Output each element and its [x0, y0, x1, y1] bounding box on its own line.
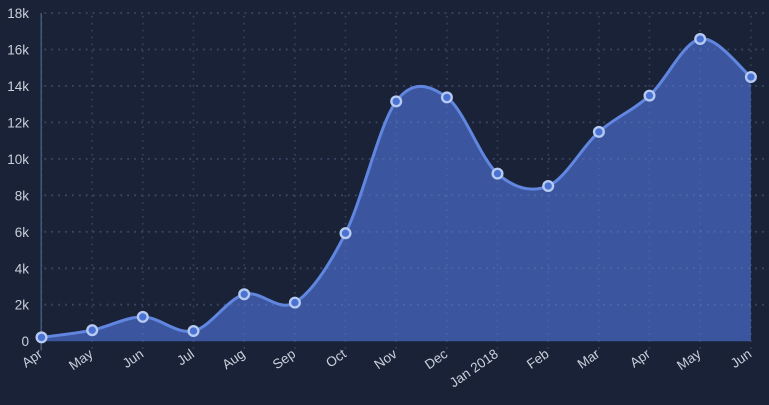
svg-text:6k: 6k [15, 225, 30, 240]
svg-text:2k: 2k [15, 298, 30, 313]
svg-text:12k: 12k [7, 115, 29, 130]
svg-text:4k: 4k [15, 261, 30, 276]
svg-text:14k: 14k [7, 79, 29, 94]
svg-text:0: 0 [21, 334, 29, 349]
svg-text:10k: 10k [7, 152, 29, 167]
svg-text:8k: 8k [15, 188, 30, 203]
svg-text:18k: 18k [7, 6, 29, 21]
svg-text:16k: 16k [7, 43, 29, 58]
